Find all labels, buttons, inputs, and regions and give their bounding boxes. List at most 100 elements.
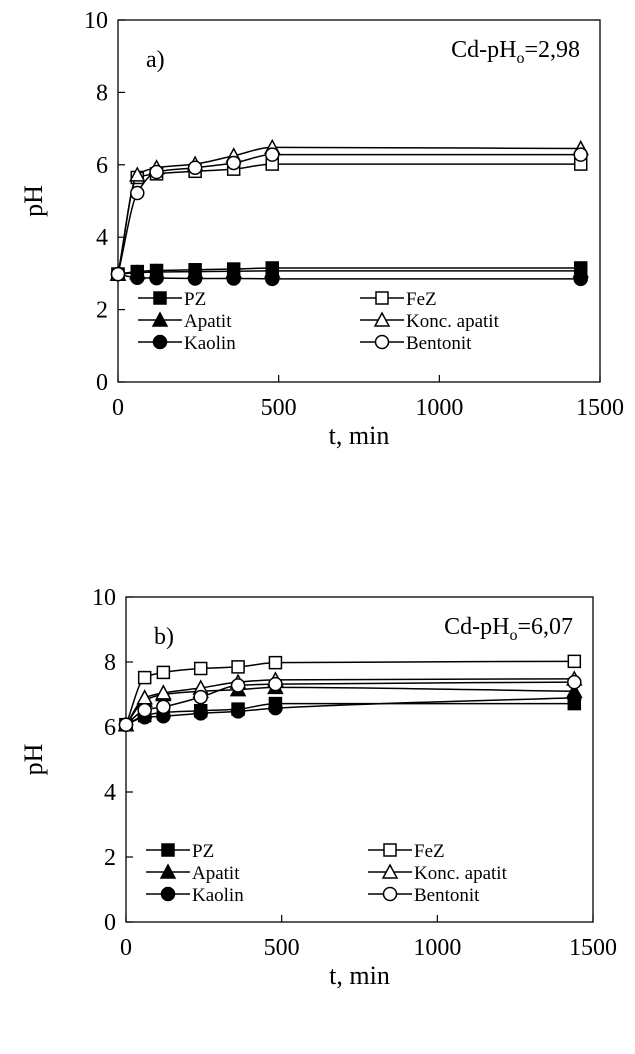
y-tick-label: 4 (96, 225, 108, 251)
y-tick-label: 8 (104, 650, 116, 676)
data-point-konc-apatit (129, 166, 146, 182)
series-line-fez (125, 660, 575, 726)
annotation-prefix: Cd-pH (444, 614, 509, 640)
y-tick-label: 2 (96, 298, 108, 324)
legend-marker (151, 311, 169, 327)
data-point-konc-apatit (155, 684, 172, 700)
annotation-suffix: =2,98 (524, 37, 580, 63)
legend-marker (161, 843, 175, 857)
data-point-fez (137, 670, 152, 685)
y-tick-label: 8 (96, 80, 108, 106)
x-axis-title: t, min (329, 961, 390, 990)
data-point-fez (567, 654, 582, 669)
data-point-kaolin (230, 704, 246, 719)
legend-label: Konc. apatit (406, 311, 500, 332)
x-tick-label: 1500 (569, 935, 617, 961)
legend-marker (381, 863, 399, 879)
data-point-bentonit (226, 155, 241, 171)
legend-item-pz: PZ (138, 289, 206, 310)
legend-marker (382, 886, 398, 902)
legend-marker (373, 311, 391, 327)
legend-marker (159, 863, 177, 879)
legend-item-apatit: Apatit (146, 863, 240, 884)
x-tick-label: 1000 (415, 395, 463, 421)
panel-label: a) (146, 47, 165, 73)
series-line-apatit (125, 686, 575, 726)
legend-item-kaolin: Kaolin (138, 333, 236, 354)
data-point-kaolin (149, 270, 164, 286)
x-tick-label: 500 (264, 935, 300, 961)
x-tick-label: 0 (120, 935, 132, 961)
plot-area (125, 596, 594, 923)
series-line-bentonit (117, 153, 581, 275)
chart-panel-b: 0 2 4 6 8 10 0 500 1000 1500 t, min pH b) Cd-pHo=6,07… (19, 585, 617, 990)
data-point-konc-apatit (136, 689, 153, 705)
series-bentonit (118, 674, 582, 732)
data-point-kaolin (226, 271, 241, 286)
x-tick-label: 1000 (413, 935, 461, 961)
legend-label: FeZ (414, 841, 445, 862)
series-line-fez (117, 163, 581, 275)
legend-item-kaolin: Kaolin (146, 885, 244, 906)
chart-panel-a: 0 2 4 6 8 10 0 500 1000 1500 t, min pH a) Cd-pHo=2,98… (19, 8, 624, 450)
legend-label: Bentonit (406, 333, 472, 354)
series-apatit (117, 678, 583, 732)
data-point-bentonit (149, 164, 164, 180)
series-fez (119, 654, 582, 732)
data-point-kaolin (264, 271, 280, 287)
legend-label: PZ (192, 841, 214, 862)
data-point-bentonit (130, 185, 145, 201)
data-point-kaolin (573, 271, 588, 287)
legend-label: Apatit (184, 311, 232, 332)
y-tick-label: 2 (104, 845, 116, 871)
data-point-bentonit (137, 702, 152, 718)
annotation-suffix: =6,07 (517, 614, 573, 640)
panel-label: b) (154, 624, 174, 650)
legend-item-fez: FeZ (360, 289, 437, 310)
x-axis-title: t, min (329, 421, 390, 450)
legend-marker (152, 334, 168, 350)
data-point-fez (231, 660, 245, 674)
data-point-bentonit (230, 678, 246, 693)
data-point-kaolin (187, 271, 203, 286)
data-point-fez (156, 665, 171, 680)
y-tick-label: 0 (104, 910, 116, 936)
initial-ph-annotation: Cd-pHo=6,07 (444, 614, 573, 644)
data-point-bentonit (193, 689, 208, 705)
series-fez (111, 157, 588, 281)
data-point-bentonit (110, 266, 126, 282)
series-kaolin (110, 266, 588, 287)
legend-item-fez: FeZ (368, 841, 445, 862)
y-tick-label: 6 (104, 715, 116, 741)
data-point-kaolin (268, 700, 283, 716)
series-line-konc-apatit (125, 678, 575, 726)
data-point-kaolin (130, 270, 145, 285)
y-axis-title: pH (19, 743, 48, 775)
y-tick-label: 10 (84, 8, 108, 34)
legend-marker (160, 886, 176, 902)
series-konc-apatit (109, 138, 589, 281)
legend-item-apatit: Apatit (138, 311, 232, 332)
annotation-prefix: Cd-pH (451, 37, 516, 63)
y-tick-label: 6 (96, 153, 108, 179)
y-axis-title: pH (19, 185, 48, 217)
data-point-bentonit (264, 147, 280, 162)
legend-marker (375, 291, 389, 305)
data-point-bentonit (567, 674, 582, 690)
legend-marker (153, 291, 167, 305)
legend-label: PZ (184, 289, 206, 310)
data-point-kaolin (193, 706, 208, 721)
legend-marker (374, 334, 390, 350)
initial-ph-annotation: Cd-pHo=2,98 (451, 37, 580, 67)
series-line-kaolin (117, 273, 581, 280)
legend-label: Kaolin (192, 885, 244, 906)
plot-area (117, 19, 601, 383)
legend-marker (383, 843, 397, 857)
legend-item-pz: PZ (146, 841, 214, 862)
legend-item-bentonit: Bentonit (360, 333, 472, 354)
y-tick-label: 4 (104, 780, 116, 806)
x-tick-label: 500 (261, 395, 297, 421)
x-tick-label: 0 (112, 395, 124, 421)
series-bentonit (110, 147, 588, 282)
